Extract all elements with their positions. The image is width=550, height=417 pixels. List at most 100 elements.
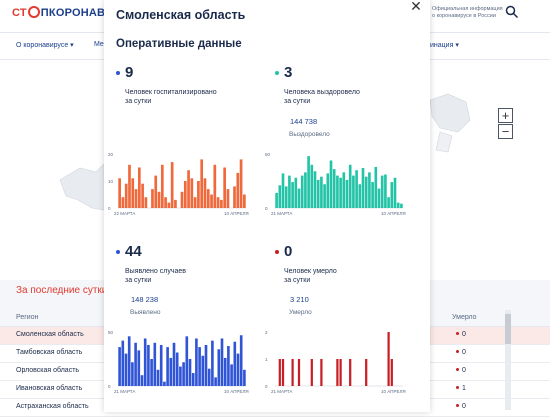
bar: [377, 188, 381, 208]
bar: [294, 177, 298, 208]
cases-label-line2: за сутки: [125, 277, 152, 284]
modal-subtitle: Оперативные данные: [116, 38, 242, 50]
bar: [169, 357, 173, 386]
died-count: 1: [462, 385, 466, 392]
y-tick-label: 20: [108, 152, 114, 157]
bar: [320, 359, 323, 386]
bar: [204, 344, 208, 386]
bar: [217, 349, 221, 386]
zoom-out-button[interactable]: −: [498, 124, 513, 139]
column-region: Регион: [16, 314, 39, 321]
bar: [159, 344, 163, 386]
bar: [190, 178, 194, 208]
cases-label: Выявлено случаев за сутки: [125, 267, 255, 285]
bar: [291, 359, 294, 386]
zoom-in-button[interactable]: +: [498, 108, 513, 123]
died-value: 0: [456, 349, 466, 356]
bar: [352, 175, 355, 208]
hospitalized-label-line1: Человек госпитализировано: [125, 89, 217, 96]
bar: [127, 336, 131, 386]
bar: [371, 182, 374, 208]
y-tick-label: 2: [265, 330, 268, 335]
y-tick-label: 0: [265, 384, 268, 389]
logo-text-left: СТ: [12, 7, 27, 19]
bar: [223, 357, 227, 386]
bar: [339, 359, 342, 386]
bar: [157, 191, 161, 208]
bar: [236, 172, 240, 208]
bar: [134, 189, 138, 208]
bar: [137, 350, 141, 386]
bar: [233, 341, 237, 386]
bar: [300, 175, 304, 208]
x-end-label: 10 АПРЕЛЯ: [381, 211, 406, 216]
y-tick-label: 50: [108, 330, 114, 335]
bar: [310, 359, 313, 386]
bar: [374, 166, 378, 208]
bar: [182, 362, 185, 386]
died-value: 1: [456, 385, 466, 392]
bar: [172, 342, 176, 386]
bar: [175, 352, 179, 386]
bar: [144, 197, 148, 208]
bar: [310, 164, 314, 208]
nav-item-measures[interactable]: Ме: [94, 41, 104, 48]
recovered-total-label: Выздоровело: [289, 131, 330, 138]
bar: [227, 346, 230, 386]
nav-item-about[interactable]: О коронавирусе ▾: [16, 42, 74, 49]
bar: [284, 186, 288, 208]
bar: [390, 359, 393, 386]
red-dot-icon: [456, 404, 459, 407]
red-dot-icon: [456, 332, 459, 335]
died-value: 0: [456, 403, 466, 410]
cases-chart: 50 021 МАРТА 10 АПРЕЛЯ: [108, 330, 249, 394]
bar: [326, 173, 330, 208]
bar: [121, 340, 125, 386]
cases-total-label: Выявлено: [130, 309, 161, 316]
bar: [151, 189, 154, 208]
bar: [137, 167, 141, 208]
recovered-label-line2: за сутки: [284, 98, 311, 105]
hospitalized-dot-icon: [116, 71, 120, 75]
bar: [339, 177, 342, 208]
nav-item-vaccination[interactable]: инация ▾: [430, 42, 459, 49]
bar: [342, 172, 346, 208]
table-scrollbar[interactable]: [505, 310, 511, 410]
bar: [304, 172, 307, 208]
region-name: Тамбовская область: [16, 349, 83, 356]
bar: [384, 174, 387, 208]
bar: [124, 183, 128, 208]
bar: [236, 353, 240, 386]
bar: [313, 171, 317, 208]
died-dot-icon: [275, 250, 279, 254]
bar: [124, 353, 128, 386]
bar: [207, 368, 211, 386]
cases-label-line1: Выявлено случаев: [125, 268, 186, 275]
bar: [336, 359, 339, 386]
bar: [220, 338, 224, 386]
bar: [233, 186, 236, 208]
close-button[interactable]: ✕: [410, 0, 422, 14]
hospitalized-label-line2: за сутки: [125, 98, 152, 105]
bar: [200, 159, 204, 208]
russia-map: [59, 93, 471, 211]
bar: [239, 159, 243, 208]
died-label-line1: Человек умерло: [284, 268, 337, 275]
bar: [348, 164, 352, 208]
recovered-dot-icon: [275, 71, 279, 75]
bar: [206, 189, 210, 208]
bar: [230, 364, 233, 386]
region-name: Астраханская область: [16, 403, 89, 410]
bar: [160, 164, 164, 208]
search-icon[interactable]: [505, 5, 519, 19]
bar: [364, 176, 368, 208]
bar: [239, 335, 243, 386]
bar: [153, 342, 157, 386]
died-count: 0: [462, 349, 466, 356]
bar: [390, 182, 394, 208]
bar: [201, 355, 205, 386]
site-logo[interactable]: СТ ПКОРОНАВИ: [12, 6, 113, 19]
scrollbar-thumb[interactable]: [505, 314, 511, 344]
bar: [223, 167, 227, 208]
bar: [345, 179, 349, 208]
